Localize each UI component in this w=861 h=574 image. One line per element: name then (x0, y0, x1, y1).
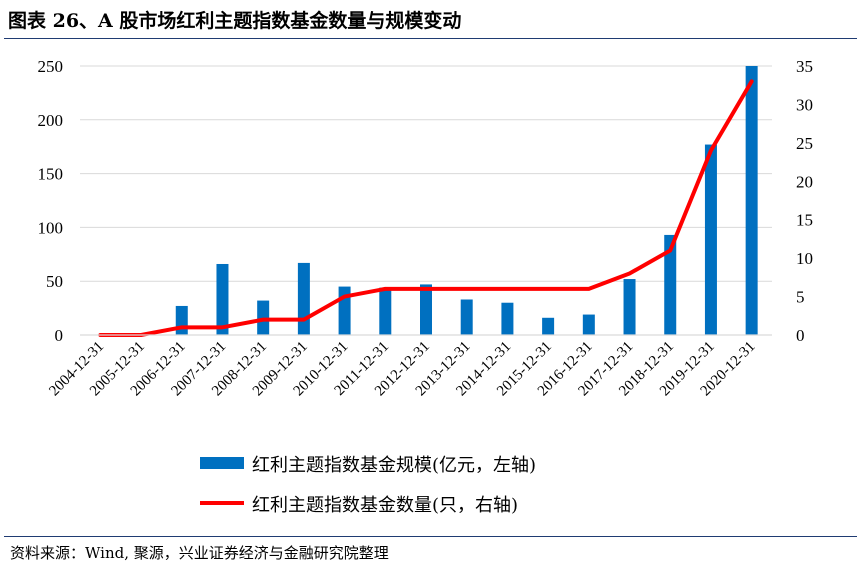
y-right-tick-label: 30 (796, 95, 813, 114)
y-left-tick-label: 200 (38, 111, 64, 130)
bar-2019-12-31 (704, 144, 717, 335)
legend-line-label: 红利主题指数基金数量(只，右轴) (252, 495, 519, 516)
bar-2014-12-31 (501, 302, 514, 335)
y-right-tick-label: 25 (796, 134, 813, 153)
combo-chart: 0 50 100 150 200 250 0 5 10 15 20 25 30 35 2004-12-3… (38, 57, 814, 400)
bar-2017-12-31 (623, 279, 636, 335)
bar-2011-12-31 (379, 287, 392, 335)
legend-line-swatch (200, 501, 244, 505)
legend-bar-swatch (200, 457, 244, 469)
y-right-tick-labels: 0 5 10 15 20 25 30 35 (796, 57, 813, 345)
gridlines (80, 65, 772, 282)
bar-2007-12-31 (216, 263, 229, 335)
bar-2016-12-31 (582, 314, 595, 335)
y-left-tick-label: 250 (38, 57, 64, 76)
line-series (98, 79, 754, 337)
y-right-tick-label: 5 (796, 288, 805, 307)
y-left-tick-label: 0 (55, 326, 64, 345)
y-right-tick-label: 35 (796, 57, 813, 76)
title-rule (4, 38, 857, 39)
y-left-tick-label: 50 (46, 272, 63, 291)
source-note: 资料来源：Wind, 聚源，兴业证券经济与金融研究院整理 (10, 544, 389, 562)
y-right-tick-label: 10 (796, 249, 813, 268)
bar-series (175, 66, 758, 335)
y-left-tick-label: 100 (38, 218, 64, 237)
bar-2009-12-31 (297, 262, 310, 335)
bar-2018-12-31 (664, 234, 677, 335)
legend-bar-label: 红利主题指数基金规模(亿元，左轴) (252, 455, 537, 476)
y-right-tick-label: 15 (796, 211, 813, 230)
chart-title: 图表 26、A 股市场红利主题指数基金数量与规模变动 (8, 10, 462, 32)
x-tick-labels: 2004-12-312005-12-312006-12-312007-12-31… (46, 339, 758, 400)
y-left-tick-labels: 0 50 100 150 200 250 (38, 57, 64, 345)
source-rule (4, 536, 857, 537)
y-left-tick-label: 150 (38, 165, 64, 184)
bar-2006-12-31 (175, 305, 188, 335)
legend-item-bar: 红利主题指数基金规模(亿元，左轴) (200, 451, 720, 477)
count-line (98, 79, 754, 337)
bar-2020-12-31 (745, 66, 758, 335)
bar-2013-12-31 (460, 299, 473, 335)
legend-item-line: 红利主题指数基金数量(只，右轴) (200, 491, 720, 517)
bar-2015-12-31 (542, 317, 555, 335)
bar-2012-12-31 (420, 284, 432, 335)
y-right-tick-label: 20 (796, 172, 813, 191)
y-right-tick-label: 0 (796, 326, 805, 345)
